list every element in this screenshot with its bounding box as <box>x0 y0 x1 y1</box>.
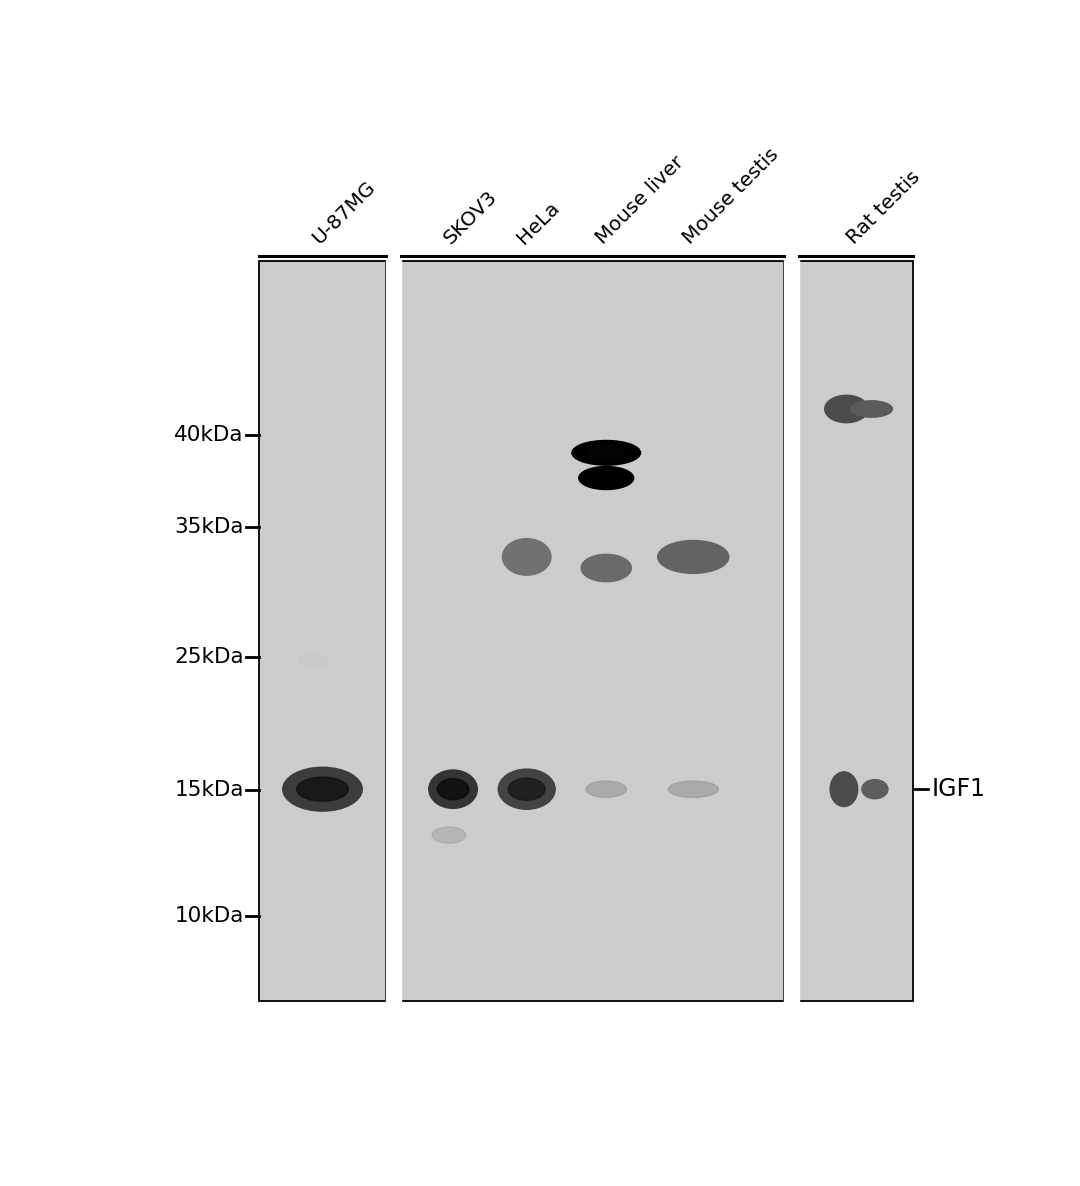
Bar <box>799 261 914 1001</box>
Ellipse shape <box>502 538 551 575</box>
Text: 25kDa: 25kDa <box>174 646 244 667</box>
Ellipse shape <box>669 780 718 797</box>
Text: 15kDa: 15kDa <box>174 780 244 799</box>
Text: Rat testis: Rat testis <box>843 167 923 248</box>
Ellipse shape <box>831 772 858 806</box>
Ellipse shape <box>437 779 469 799</box>
Bar <box>784 251 799 1010</box>
Ellipse shape <box>498 769 555 809</box>
Ellipse shape <box>299 653 328 668</box>
Ellipse shape <box>851 401 892 417</box>
Ellipse shape <box>579 466 634 490</box>
Ellipse shape <box>581 554 632 581</box>
Text: 10kDa: 10kDa <box>175 906 244 926</box>
Ellipse shape <box>283 767 362 811</box>
Bar <box>387 251 401 1010</box>
Ellipse shape <box>825 395 868 422</box>
Text: IGF1: IGF1 <box>932 777 986 802</box>
Ellipse shape <box>509 778 545 801</box>
Ellipse shape <box>588 445 625 460</box>
Text: U-87MG: U-87MG <box>309 177 379 248</box>
Ellipse shape <box>432 827 465 843</box>
Ellipse shape <box>297 777 349 802</box>
Ellipse shape <box>572 440 640 465</box>
Ellipse shape <box>429 770 477 809</box>
Bar <box>259 261 387 1001</box>
Text: SKOV3: SKOV3 <box>440 186 500 248</box>
Text: 35kDa: 35kDa <box>174 517 244 537</box>
Bar <box>401 261 784 1001</box>
Text: Mouse liver: Mouse liver <box>593 152 688 248</box>
Text: Mouse testis: Mouse testis <box>679 145 783 248</box>
Ellipse shape <box>658 541 729 573</box>
Ellipse shape <box>586 780 626 797</box>
Text: 40kDa: 40kDa <box>174 425 244 445</box>
Ellipse shape <box>862 779 888 798</box>
Text: HeLa: HeLa <box>513 198 563 248</box>
